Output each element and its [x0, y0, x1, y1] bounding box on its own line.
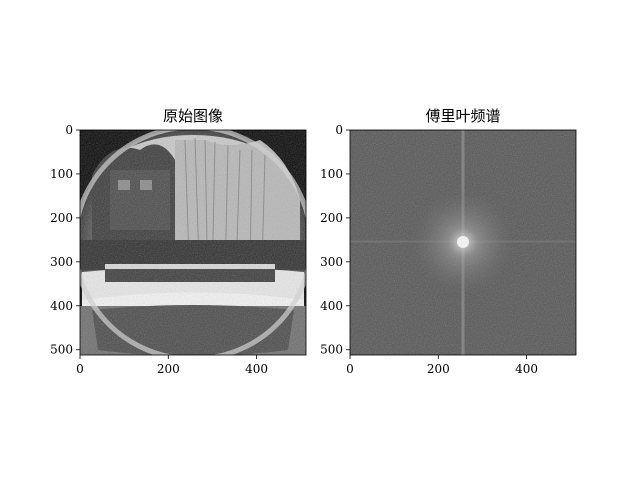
panel-title-original: 原始图像	[163, 107, 223, 125]
spectrum-xtick-label: 400	[515, 362, 538, 376]
panel-spectrum: 傅里叶频谱 0 200 400 0 100 200 300 400 500	[320, 107, 577, 376]
axes-frame-spectrum	[349, 129, 577, 356]
panel-original: 原始图像	[50, 107, 307, 376]
spectrum-ytick-label: 100	[320, 167, 343, 181]
ticks-spectrum: 0 200 400 0 100 200 300 400 500	[320, 123, 538, 376]
original-ytick-label: 300	[50, 255, 73, 269]
spectrum-ytick-label: 500	[320, 343, 343, 357]
spectrum-xtick-label: 200	[427, 362, 450, 376]
spectrum-ytick-label: 300	[320, 255, 343, 269]
ticks-original: 0 200 400 0 100 200 300 400 500	[50, 123, 268, 376]
original-ytick-label: 0	[65, 123, 73, 137]
panel-title-spectrum: 傅里叶频谱	[425, 107, 500, 125]
original-ytick-label: 200	[50, 211, 73, 225]
original-ytick-label: 400	[50, 299, 73, 313]
original-xtick-label: 400	[245, 362, 268, 376]
original-ytick-label: 500	[50, 343, 73, 357]
spectrum-ytick-label: 0	[335, 123, 343, 137]
image-original	[80, 130, 306, 355]
original-xtick-label: 200	[157, 362, 180, 376]
original-ytick-label: 100	[50, 167, 73, 181]
spectrum-ytick-label: 400	[320, 299, 343, 313]
axes-frame-original	[79, 129, 307, 356]
spectrum-xtick-label: 0	[346, 362, 354, 376]
original-xtick-label: 0	[76, 362, 84, 376]
spectrum-ytick-label: 200	[320, 211, 343, 225]
image-spectrum	[350, 130, 576, 355]
